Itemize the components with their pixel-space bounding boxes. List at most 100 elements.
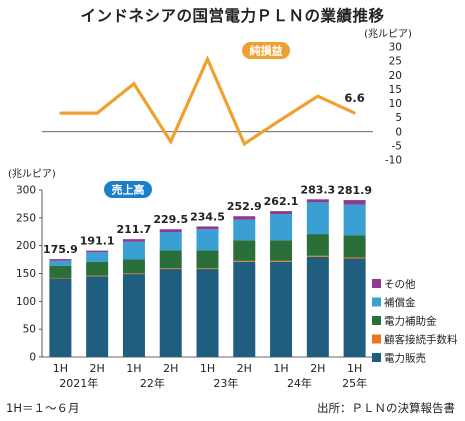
line-ytick-label: 10 — [389, 98, 402, 110]
bar-segment-electricity_sales — [233, 261, 256, 357]
bar-segment-electricity_sales — [86, 276, 109, 357]
line-ytick-label: 0 — [395, 126, 402, 138]
net-profit-point — [353, 111, 356, 115]
bar-segment-compensation — [233, 219, 256, 241]
source-note: 出所：ＰＬＮの決算報告書 — [317, 401, 455, 415]
bar-segment-other — [49, 259, 72, 261]
line-ytick-label: -5 — [392, 140, 402, 152]
line-ytick-label: 20 — [389, 70, 402, 82]
bar-year-label: 2021年 — [59, 376, 98, 390]
revenue-badge-label: 売上高 — [112, 183, 145, 197]
bar-segment-other — [270, 211, 293, 215]
bar-segment-electricity_sales — [159, 269, 182, 357]
legend-swatch-customer_fees — [372, 334, 381, 344]
line-ytick-label: 30 — [389, 42, 402, 54]
legend-swatch-electricity_sales — [372, 353, 381, 362]
bar-segment-other — [122, 239, 145, 242]
net-profit-point — [243, 142, 246, 146]
net-profit-line — [60, 55, 356, 147]
bar-total-label: 252.9 — [227, 200, 262, 213]
line-ytick-label: 5 — [395, 112, 402, 124]
bar-segment-customer_fees — [306, 255, 329, 257]
period-note: 1H＝１～６月 — [6, 401, 80, 415]
bar-segment-electricity_sales — [343, 258, 366, 357]
legend-label: 電力補助金 — [384, 315, 437, 328]
bar-segment-subsidy — [270, 240, 293, 261]
revenue-badge — [104, 181, 152, 198]
bar-category-label: 2H — [310, 362, 325, 375]
bar-category-label: 1H — [53, 362, 68, 375]
bar-segment-subsidy — [196, 250, 219, 269]
bar-segment-subsidy — [49, 265, 72, 278]
bar-category-label: 2H — [90, 362, 105, 375]
line-ytick-label: -10 — [385, 155, 402, 167]
legend-label: その他 — [384, 278, 416, 291]
bar-ytick-label: 150 — [16, 268, 36, 280]
bar-segment-other — [196, 226, 219, 230]
net-profit-point — [59, 111, 62, 115]
net-profit-badge-label: 純損益 — [250, 44, 283, 58]
net-profit-point — [316, 94, 320, 98]
bar-segment-customer_fees — [122, 273, 145, 275]
bar-category-label: 2H — [237, 362, 252, 375]
bar-segment-electricity_sales — [270, 261, 293, 357]
bar-segment-customer_fees — [270, 260, 293, 262]
bar-total-label: 191.1 — [80, 235, 115, 248]
net-profit-point — [279, 118, 283, 121]
bar-segment-compensation — [306, 202, 329, 235]
bar-ytick-label: 300 — [16, 185, 36, 197]
net-profit-point — [132, 82, 136, 85]
bar-segment-customer_fees — [159, 268, 182, 270]
bar-segment-electricity_sales — [122, 274, 145, 357]
bar-segment-compensation — [122, 241, 145, 260]
bar-total-label: 262.1 — [264, 195, 299, 208]
net-profit-badge — [242, 42, 290, 59]
bar-ytick-label: 100 — [16, 296, 36, 308]
bar-segment-electricity_sales — [196, 269, 219, 357]
line-ytick-label: 15 — [389, 84, 402, 96]
bar-category-label: 2H — [163, 362, 178, 375]
net-profit-value-label: 6.6 — [344, 91, 364, 105]
legend-label: 電力販売 — [384, 352, 426, 365]
bar-category-label: 1H — [200, 362, 215, 375]
bar-total-label: 283.3 — [300, 183, 335, 196]
legend-swatch-other — [372, 279, 381, 288]
bar-total-label: 281.9 — [337, 184, 372, 197]
bar-category-label: 1H — [273, 362, 288, 375]
bar-segment-electricity_sales — [306, 256, 329, 357]
bar-segment-subsidy — [343, 235, 366, 258]
bar-year-label: 24年 — [287, 376, 312, 390]
legend-label: 補償金 — [384, 296, 416, 309]
bar-segment-subsidy — [159, 250, 182, 269]
bar-segment-compensation — [49, 260, 72, 266]
bar-segment-other — [159, 229, 182, 233]
bar-segment-customer_fees — [196, 268, 219, 270]
net-profit-point — [206, 57, 209, 61]
bar-year-label: 25年 — [342, 376, 367, 390]
legend-label: 顧客接続手数料 — [384, 333, 458, 346]
bar-segment-compensation — [159, 232, 182, 251]
bar-year-label: 23年 — [213, 376, 238, 390]
bar-segment-other — [343, 200, 366, 205]
bar-segment-compensation — [196, 229, 219, 251]
net-profit-point — [95, 111, 99, 115]
bar-category-label: 1H — [347, 362, 362, 375]
bar-segment-subsidy — [233, 240, 256, 261]
bar-total-label: 234.5 — [190, 210, 225, 223]
bar-segment-subsidy — [122, 259, 145, 274]
bar-segment-customer_fees — [343, 257, 366, 259]
revenue-panel: 050100150200250300(兆ルピア)売上高175.91H191.12… — [8, 168, 373, 390]
net-profit-point — [169, 140, 172, 143]
bar-ytick-label: 200 — [16, 240, 36, 252]
bar-segment-subsidy — [86, 261, 109, 276]
bar-segment-other — [86, 250, 109, 253]
bar-segment-customer_fees — [49, 277, 72, 279]
bar-segment-other — [233, 216, 256, 220]
bar-segment-compensation — [343, 204, 366, 236]
bar-segment-compensation — [270, 214, 293, 241]
bar-total-label: 211.7 — [117, 223, 152, 236]
bar-year-label: 22年 — [140, 376, 165, 390]
net-profit-panel: -10 -5 0 5 10 15 20 25 30 (兆ルピア) 純損益 6.6 — [42, 28, 412, 167]
bar-ytick-label: 0 — [29, 352, 36, 364]
